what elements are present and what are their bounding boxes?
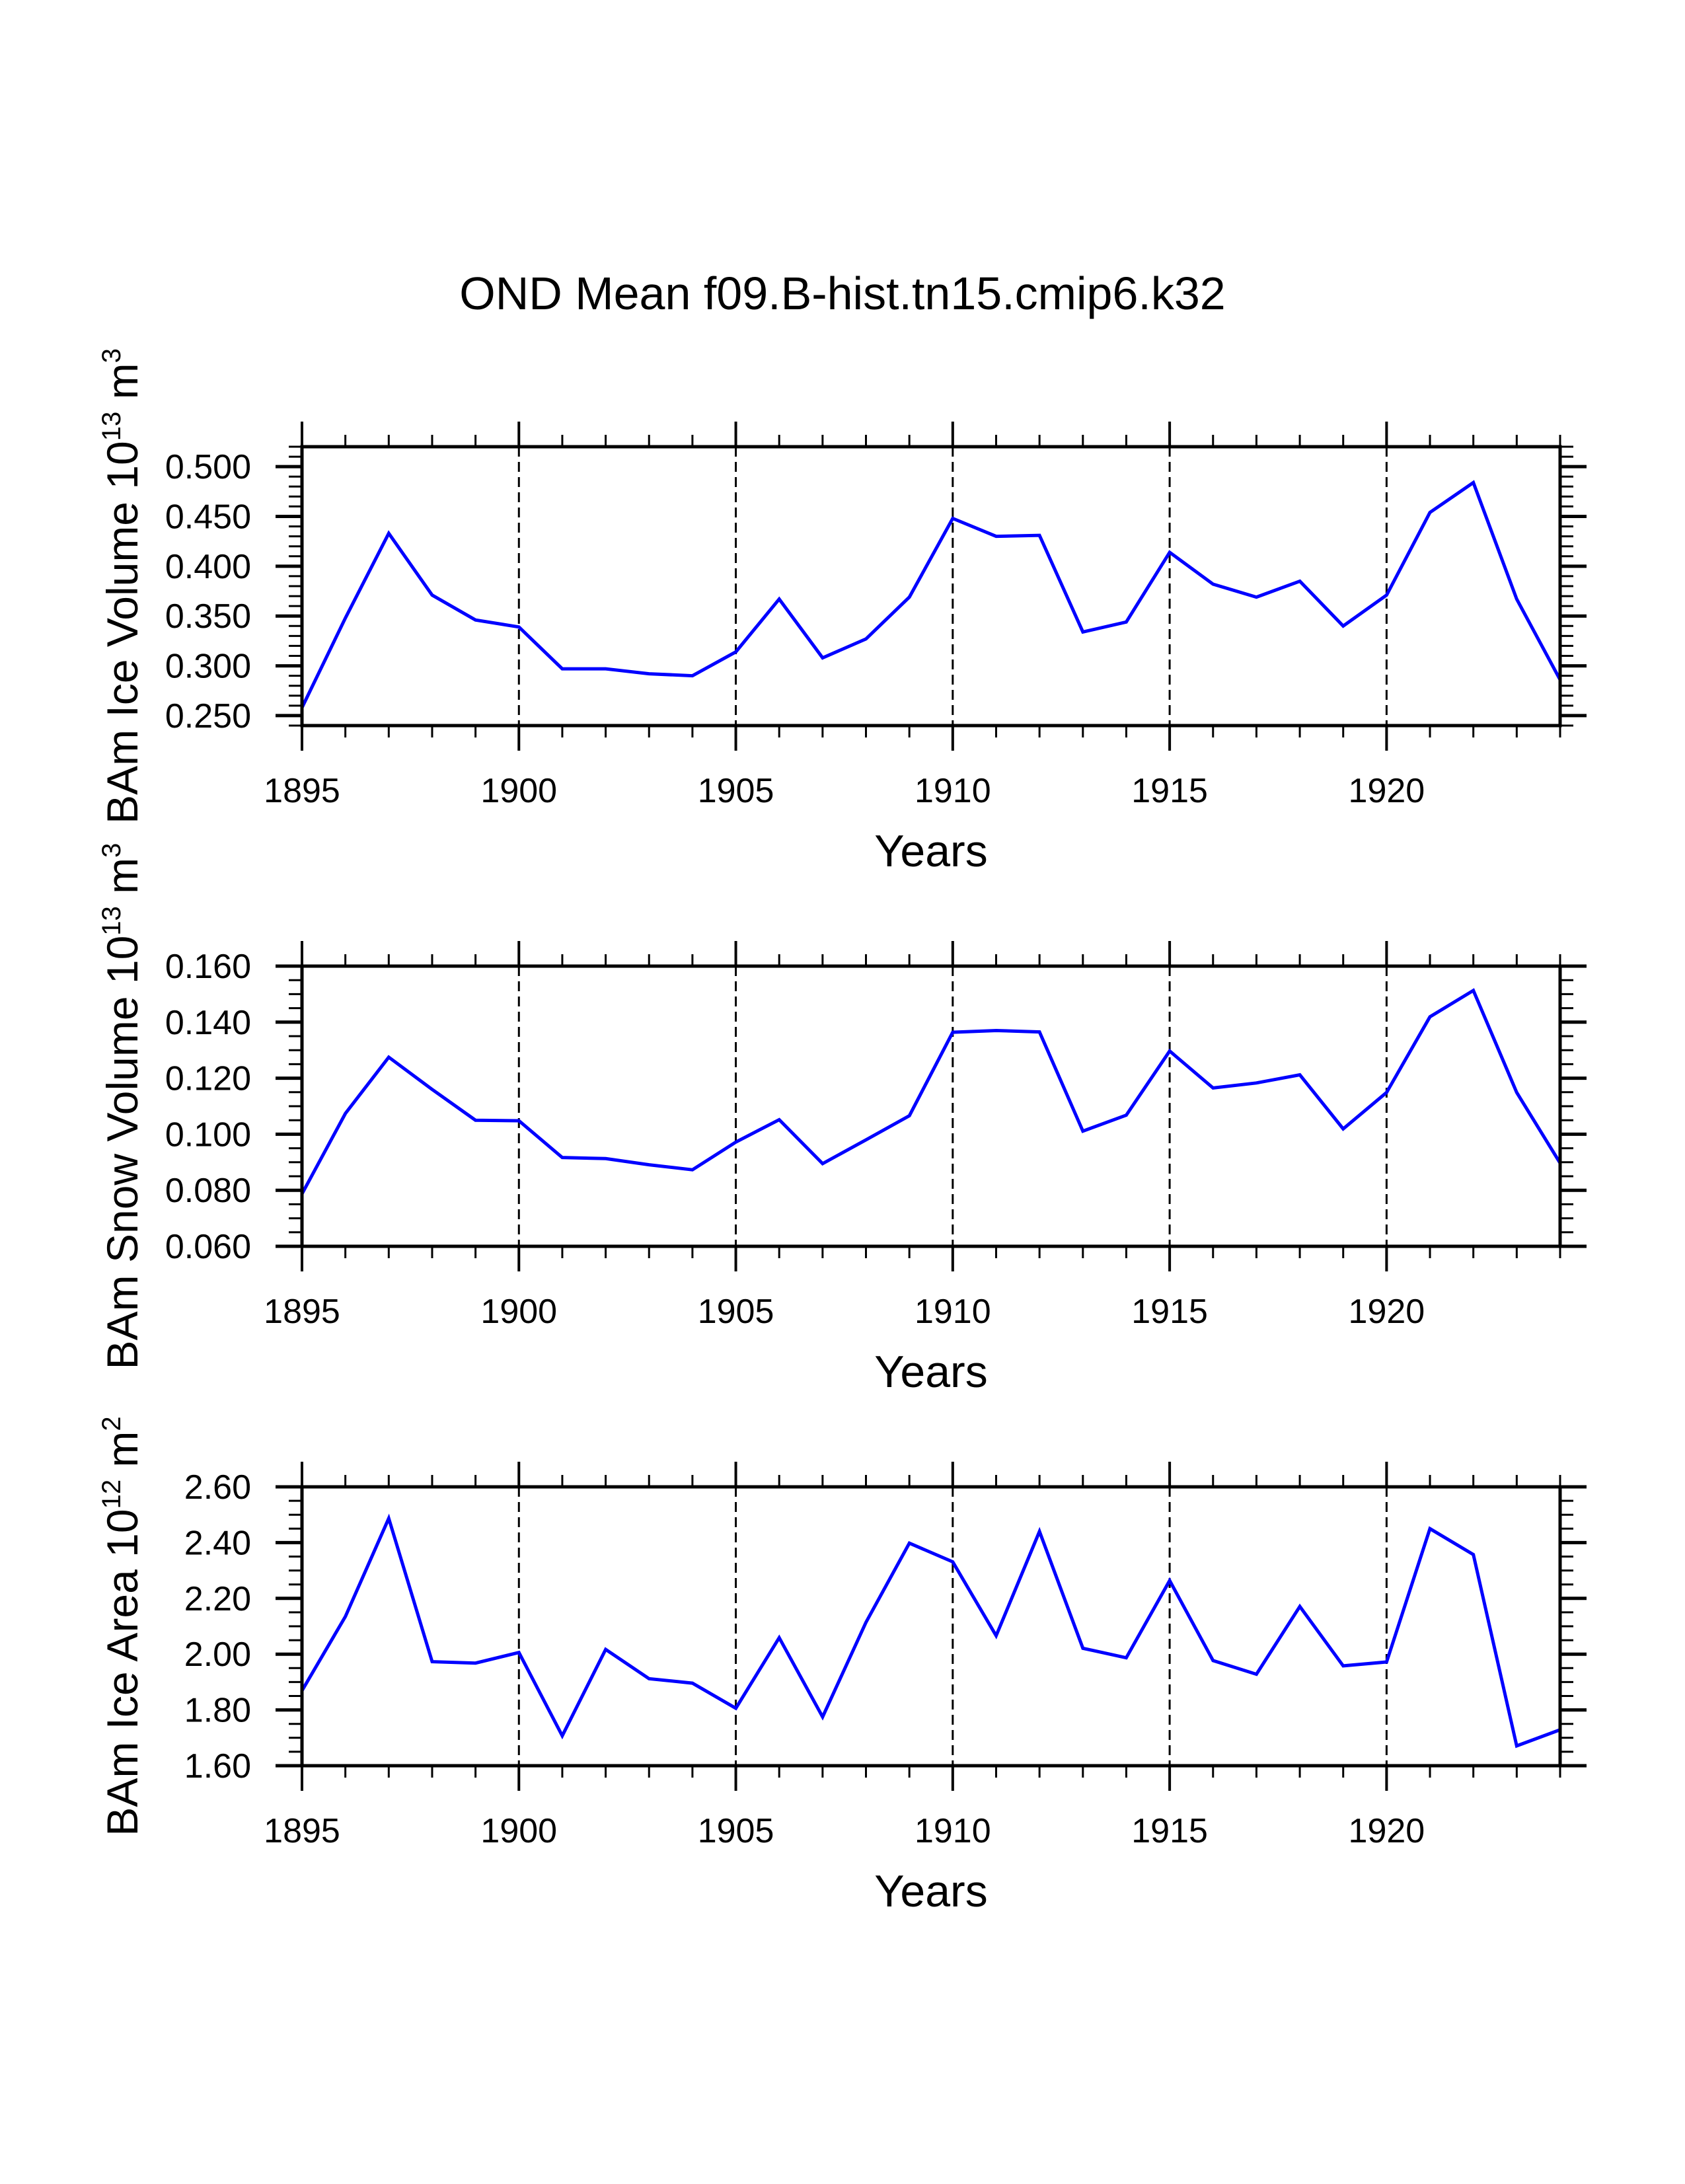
y-tick-label: 1.80	[184, 1692, 251, 1730]
y-tick-label: 0.100	[165, 1115, 251, 1154]
x-tick-label: 1910	[915, 772, 991, 810]
x-tick-label: 1910	[915, 1293, 991, 1331]
x-tick-label: 1900	[480, 772, 557, 810]
y-tick-label: 0.140	[165, 1004, 251, 1042]
x-tick-label: 1920	[1349, 772, 1425, 810]
y-tick-label: 2.00	[184, 1636, 251, 1674]
x-tick-label: 1895	[264, 772, 340, 810]
x-tick-label: 1920	[1349, 1812, 1425, 1850]
y-axis-title-unit: m	[98, 1431, 147, 1480]
y-axis-title-unit-exponent: 3	[97, 843, 126, 858]
y-axis-title-unit-exponent: 2	[97, 1416, 126, 1431]
y-axis-title-unit-exponent: 3	[97, 348, 126, 363]
x-tick-label: 1905	[698, 772, 774, 810]
y-tick-label: 0.300	[165, 648, 251, 686]
x-axis-title: Years	[874, 1347, 987, 1397]
y-tick-label: 0.400	[165, 548, 251, 586]
y-tick-label: 0.080	[165, 1172, 251, 1210]
x-axis-title: Years	[874, 1866, 987, 1916]
y-tick-label: 0.350	[165, 597, 251, 636]
x-tick-label: 1900	[480, 1293, 557, 1331]
x-axis-title: Years	[874, 826, 987, 876]
y-axis-title-unit: m	[98, 858, 147, 906]
x-tick-label: 1895	[264, 1812, 340, 1850]
y-axis-title-text: BAm Ice Area 10	[98, 1509, 147, 1836]
y-axis-title-exponent: 13	[97, 906, 126, 936]
figure-title: OND Mean f09.B-hist.tn15.cmip6.k32	[459, 268, 1225, 319]
x-tick-label: 1915	[1131, 772, 1208, 810]
x-tick-label: 1915	[1131, 1812, 1208, 1850]
y-axis-title-text: BAm Snow Volume 10	[98, 936, 147, 1370]
y-axis-title: BAm Ice Area 1012 m2	[97, 1416, 147, 1836]
y-tick-label: 0.160	[165, 948, 251, 986]
x-tick-label: 1905	[698, 1812, 774, 1850]
x-tick-label: 1905	[698, 1293, 774, 1331]
y-tick-label: 0.120	[165, 1060, 251, 1098]
y-axis-title-exponent: 13	[97, 412, 126, 441]
x-tick-label: 1915	[1131, 1293, 1208, 1331]
y-tick-label: 0.500	[165, 448, 251, 486]
y-axis-title-exponent: 12	[97, 1480, 126, 1509]
y-tick-label: 1.60	[184, 1747, 251, 1786]
y-tick-label: 0.250	[165, 697, 251, 735]
x-tick-label: 1920	[1349, 1293, 1425, 1331]
y-tick-label: 2.20	[184, 1580, 251, 1618]
y-axis-title-text: BAm Ice Volume 10	[98, 441, 147, 824]
x-tick-label: 1910	[915, 1812, 991, 1850]
y-tick-label: 2.40	[184, 1524, 251, 1562]
y-tick-label: 2.60	[184, 1468, 251, 1507]
y-axis-title-unit: m	[98, 363, 147, 411]
x-tick-label: 1900	[480, 1812, 557, 1850]
y-tick-label: 0.450	[165, 498, 251, 537]
y-tick-label: 0.060	[165, 1228, 251, 1266]
x-tick-label: 1895	[264, 1293, 340, 1331]
